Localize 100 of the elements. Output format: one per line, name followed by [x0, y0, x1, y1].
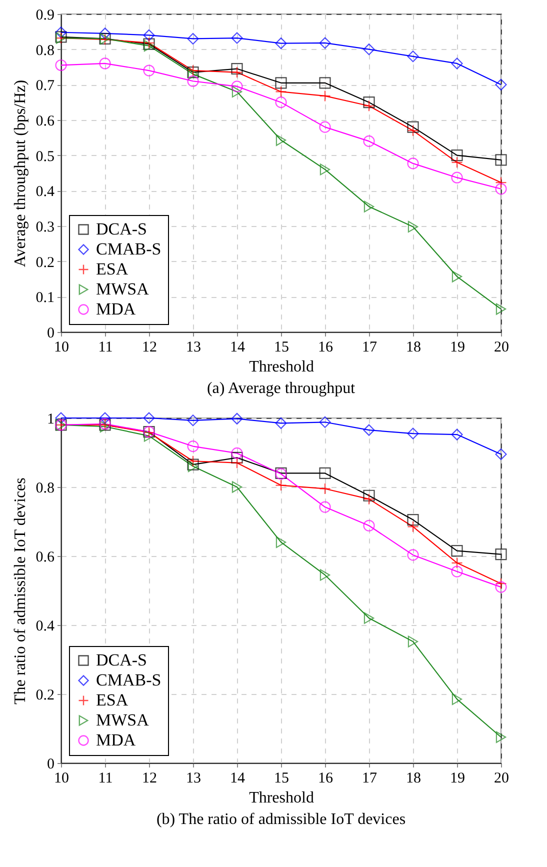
x-tick-label: 17 — [362, 340, 378, 356]
point — [363, 135, 375, 147]
point — [364, 200, 374, 212]
x-tick-label: 17 — [362, 770, 378, 786]
y-tick-label: 0.6 — [36, 550, 55, 566]
point — [319, 467, 331, 479]
x-tick-label: 13 — [186, 770, 201, 786]
text: (b) The ratio of admissible IoT devices — [156, 811, 406, 828]
point — [319, 77, 331, 89]
point — [143, 29, 155, 41]
point — [187, 414, 199, 426]
point — [363, 493, 375, 505]
point — [231, 32, 243, 44]
point — [231, 66, 243, 78]
point — [275, 479, 287, 492]
x-tick-label: 11 — [98, 770, 113, 786]
point — [55, 59, 67, 72]
x-tick-label: 15 — [274, 770, 289, 786]
y-axis-title: Average throughput (bps/Hz) — [12, 80, 29, 268]
y-tick-label: 0.4 — [36, 184, 55, 200]
point — [495, 78, 507, 90]
point — [319, 482, 331, 495]
point — [408, 636, 418, 648]
point — [231, 447, 243, 459]
point — [407, 520, 419, 532]
point — [231, 62, 243, 75]
point — [495, 183, 507, 195]
y-tick-label: 0.7 — [36, 78, 55, 94]
point — [275, 417, 287, 429]
x-axis-title: Threshold — [249, 790, 314, 806]
x-tick-label: 16 — [318, 340, 334, 356]
point — [408, 220, 418, 232]
point — [55, 26, 67, 38]
x-tick-label: 19 — [450, 770, 465, 786]
y-tick-label: 0.5 — [36, 148, 54, 165]
point — [319, 121, 331, 133]
legend-label: MDA — [96, 300, 136, 318]
legend-label: DCA-S — [96, 650, 148, 670]
y-tick-label: 0.8 — [36, 42, 54, 59]
point — [451, 428, 463, 440]
y-tick-label: 1 — [47, 412, 54, 428]
point — [319, 501, 331, 513]
point — [495, 581, 507, 593]
point — [496, 303, 506, 315]
y-axis-title: The ratio of admissible IoT devices — [12, 478, 29, 704]
point — [451, 545, 463, 557]
point — [451, 156, 463, 168]
y-tick-label: 0.4 — [36, 618, 55, 634]
y-tick-label: 0 — [47, 326, 54, 342]
x-tick-label: 19 — [450, 340, 465, 356]
x-tick-label: 11 — [98, 340, 113, 356]
point — [99, 28, 111, 40]
point — [143, 64, 155, 76]
point — [187, 440, 199, 452]
point — [55, 412, 67, 424]
point — [407, 124, 419, 136]
x-tick-label: 16 — [318, 770, 334, 786]
x-tick-label: 20 — [494, 340, 509, 356]
point — [452, 693, 462, 705]
x-tick-label: 20 — [494, 770, 509, 786]
point — [451, 58, 463, 70]
x-tick-label: 18 — [406, 770, 421, 786]
y-tick-label: 0 — [47, 756, 54, 772]
point — [319, 37, 331, 49]
point — [451, 557, 463, 569]
legend-label: MWSA — [96, 710, 150, 730]
legend-label: MWSA — [96, 280, 150, 298]
point — [407, 514, 419, 526]
x-tick-label: 18 — [406, 340, 421, 356]
x-axis-title: Threshold — [249, 358, 314, 376]
x-tick-label: 14 — [230, 770, 246, 786]
point — [363, 44, 375, 56]
point — [407, 50, 419, 62]
point — [452, 270, 462, 282]
point — [231, 457, 243, 469]
x-tick-label: 15 — [274, 340, 289, 356]
legend-label: MDA — [96, 730, 136, 750]
legend-label: CMAB-S — [96, 670, 162, 690]
point — [407, 121, 419, 133]
y-tick-label: 0.9 — [36, 8, 54, 24]
point — [495, 448, 507, 460]
x-tick-label: 13 — [186, 340, 201, 356]
point — [407, 158, 419, 170]
point — [495, 578, 507, 590]
y-tick-label: 0.3 — [36, 220, 54, 236]
y-tick-label: 0.2 — [36, 254, 54, 271]
x-tick-label: 12 — [142, 340, 157, 356]
point — [320, 569, 330, 581]
point — [363, 424, 375, 436]
point — [231, 80, 243, 92]
point — [187, 455, 199, 467]
y-tick-label: 0.8 — [36, 480, 54, 496]
point — [275, 86, 287, 98]
point — [363, 96, 375, 108]
point — [495, 154, 507, 166]
legend-label: ESA — [96, 690, 129, 710]
point — [451, 172, 463, 184]
point — [319, 90, 331, 102]
point — [407, 549, 419, 561]
y-tick-label: 0.2 — [36, 688, 54, 704]
